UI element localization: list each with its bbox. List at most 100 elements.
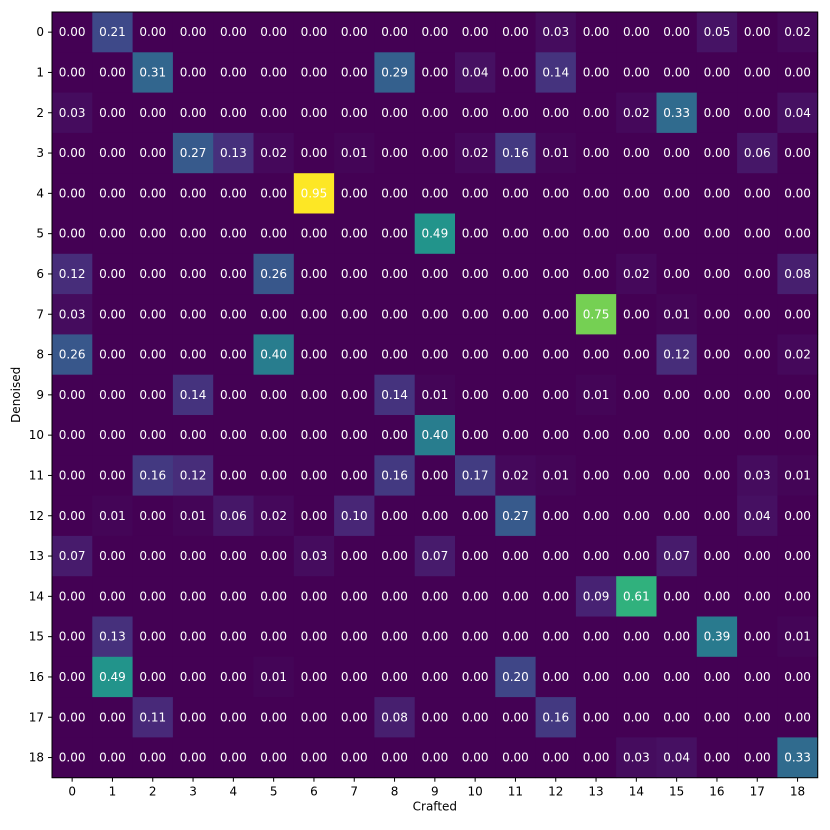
heatmap-cell-18-2 — [132, 737, 174, 779]
heatmap-cell-10-1 — [92, 415, 133, 456]
heatmap-cell-8-7 — [334, 334, 375, 376]
heatmap-cell-9-10 — [455, 374, 496, 416]
cell-value-label-2-12: 0.00 — [542, 106, 569, 120]
cell-value-label-13-5: 0.00 — [260, 549, 287, 563]
cell-value-label-6-3: 0.00 — [180, 267, 207, 281]
cell-value-label-5-14: 0.00 — [623, 227, 650, 241]
heatmap-cell-4-16 — [696, 173, 738, 214]
cell-value-label-9-4: 0.00 — [220, 388, 247, 402]
heatmap-cell-15-6 — [293, 616, 335, 658]
heatmap-cell-17-10 — [455, 697, 496, 738]
cell-value-label-1-4: 0.00 — [220, 65, 247, 79]
cell-value-label-0-16: 0.05 — [704, 25, 731, 39]
heatmap-cell-11-17 — [737, 455, 778, 496]
heatmap-cell-14-2 — [132, 576, 174, 617]
heatmap-cell-14-6 — [293, 576, 335, 617]
cell-value-label-18-6: 0.00 — [301, 751, 328, 765]
cell-value-label-0-13: 0.00 — [583, 25, 610, 39]
heatmap-cell-18-16 — [696, 737, 738, 779]
heatmap-cell-11-1 — [92, 455, 133, 496]
heatmap-cell-4-5 — [253, 173, 295, 214]
cell-value-label-4-4: 0.00 — [220, 186, 247, 200]
heatmap-cell-3-7 — [334, 132, 375, 174]
heatmap-cell-3-8 — [374, 132, 416, 174]
heatmap-cell-16-18 — [777, 656, 819, 698]
heatmap-cell-0-7 — [334, 12, 375, 53]
heatmap-cell-3-3 — [172, 132, 214, 174]
cell-value-label-16-5: 0.01 — [260, 670, 287, 684]
y-tick-label-1: 1 — [36, 65, 44, 79]
cell-value-label-8-11: 0.00 — [502, 348, 529, 362]
cell-value-label-5-7: 0.00 — [341, 227, 368, 241]
cell-value-label-17-18: 0.00 — [784, 710, 811, 724]
cell-value-label-5-16: 0.00 — [704, 227, 731, 241]
cell-value-label-16-10: 0.00 — [462, 670, 489, 684]
heatmap-cell-5-3 — [172, 213, 214, 255]
cell-value-label-16-9: 0.00 — [421, 670, 448, 684]
heatmap-cell-12-16 — [696, 495, 738, 537]
heatmap-cell-12-18 — [777, 495, 819, 537]
cell-value-label-13-12: 0.00 — [542, 549, 569, 563]
heatmap-cell-13-6 — [293, 535, 335, 577]
cell-value-label-3-17: 0.06 — [744, 146, 771, 160]
cell-value-label-12-12: 0.00 — [542, 509, 569, 523]
cell-value-label-5-13: 0.00 — [583, 227, 610, 241]
x-tick-label-16: 16 — [709, 785, 724, 799]
heatmap-cell-17-9 — [414, 697, 456, 738]
heatmap-cell-17-3 — [172, 697, 214, 738]
heatmap-cell-4-0 — [52, 173, 93, 214]
cell-value-label-0-11: 0.00 — [502, 25, 529, 39]
x-tick-label-15: 15 — [669, 785, 684, 799]
heatmap-cell-3-2 — [132, 132, 174, 174]
heatmap-cell-14-3 — [172, 576, 214, 617]
heatmap-cell-17-11 — [495, 697, 536, 738]
heatmap-cell-0-3 — [172, 12, 214, 53]
heatmap-cell-18-13 — [575, 737, 617, 779]
cell-value-label-15-18: 0.01 — [784, 630, 811, 644]
heatmap-cell-18-6 — [293, 737, 335, 779]
heatmap-cell-3-15 — [656, 132, 698, 174]
cell-value-label-17-12: 0.16 — [542, 710, 569, 724]
heatmap-cell-13-14 — [616, 535, 657, 577]
heatmap-cell-1-13 — [575, 52, 617, 93]
heatmap-cell-4-9 — [414, 173, 456, 214]
cell-value-label-7-8: 0.00 — [381, 307, 408, 321]
cell-value-label-5-11: 0.00 — [502, 227, 529, 241]
cell-value-label-15-15: 0.00 — [663, 630, 690, 644]
heatmap-cell-9-17 — [737, 374, 778, 416]
heatmap-cell-10-9 — [414, 415, 456, 456]
cell-value-label-18-10: 0.00 — [462, 751, 489, 765]
heatmap-cell-18-17 — [737, 737, 778, 779]
heatmap-cell-4-4 — [213, 173, 254, 214]
heatmap-cell-5-4 — [213, 213, 254, 255]
cell-value-label-3-1: 0.00 — [99, 146, 126, 160]
heatmap-cell-11-18 — [777, 455, 819, 496]
cell-value-label-10-10: 0.00 — [462, 428, 489, 442]
x-tick-label-14: 14 — [629, 785, 644, 799]
heatmap-cell-9-9 — [414, 374, 456, 416]
cell-value-label-15-17: 0.00 — [744, 630, 771, 644]
heatmap-cell-15-5 — [253, 616, 295, 658]
cell-value-label-14-11: 0.00 — [502, 589, 529, 603]
heatmap-cell-9-13 — [575, 374, 617, 416]
heatmap-cell-9-5 — [253, 374, 295, 416]
cell-value-label-15-7: 0.00 — [341, 630, 368, 644]
heatmap-cell-9-16 — [696, 374, 738, 416]
y-tick-label-13: 13 — [29, 549, 44, 563]
heatmap-cell-0-2 — [132, 12, 174, 53]
heatmap-cell-9-7 — [334, 374, 375, 416]
cell-value-label-1-2: 0.31 — [139, 65, 166, 79]
heatmap-cell-4-1 — [92, 173, 133, 214]
heatmap-cell-2-10 — [455, 92, 496, 134]
heatmap-cell-2-6 — [293, 92, 335, 134]
cell-value-label-2-7: 0.00 — [341, 106, 368, 120]
cell-value-label-14-18: 0.00 — [784, 589, 811, 603]
cell-value-label-4-1: 0.00 — [99, 186, 126, 200]
cell-value-label-5-2: 0.00 — [139, 227, 166, 241]
heatmap-cell-8-14 — [616, 334, 657, 376]
cell-value-label-5-17: 0.00 — [744, 227, 771, 241]
cell-value-label-1-8: 0.29 — [381, 65, 408, 79]
cell-value-label-8-18: 0.02 — [784, 348, 811, 362]
heatmap-cell-6-15 — [656, 253, 698, 295]
cell-value-label-17-9: 0.00 — [421, 710, 448, 724]
